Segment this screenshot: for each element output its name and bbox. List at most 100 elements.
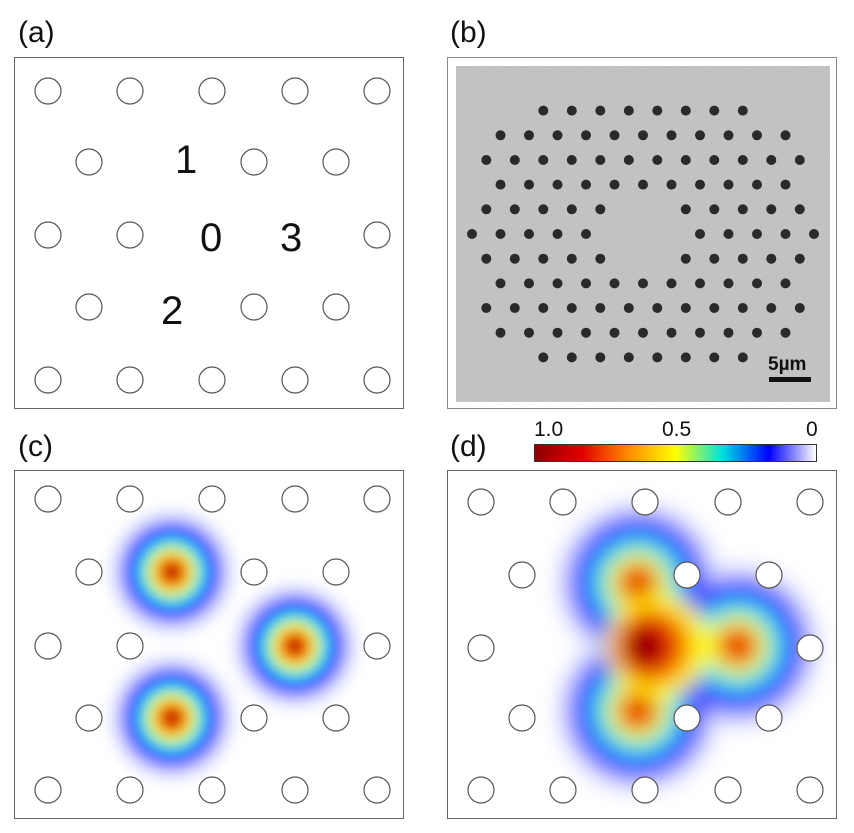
colorbar: [534, 444, 817, 462]
sem-hole: [709, 105, 720, 116]
sem-hole: [552, 130, 563, 141]
air-hole: [198, 485, 226, 513]
air-hole: [116, 366, 144, 394]
sem-hole: [794, 204, 805, 215]
sem-hole: [780, 278, 791, 289]
sem-hole: [623, 155, 634, 165]
colorbar-tick-max: 1.0: [534, 418, 564, 441]
air-hole: [631, 488, 659, 516]
air-hole: [796, 776, 824, 804]
air-hole: [240, 704, 268, 732]
sem-hole: [595, 155, 606, 165]
panel-a-lattice: 1 0 3 2: [34, 77, 391, 394]
sem-grain: [456, 66, 830, 402]
sem-hole: [709, 204, 720, 215]
sem-hole: [481, 253, 492, 264]
sem-hole: [680, 105, 691, 116]
sem-hole: [538, 105, 549, 116]
air-hole: [34, 632, 62, 660]
air-hole: [34, 485, 62, 513]
site-label-0: 0: [200, 216, 222, 260]
sem-hole: [695, 179, 705, 190]
sem-hole: [481, 155, 492, 165]
sem-hole: [481, 204, 492, 215]
sem-hole: [566, 352, 577, 363]
sem-hole: [752, 130, 762, 141]
colorbar-tick-mid: 0.5: [662, 418, 692, 441]
air-hole: [116, 776, 144, 804]
panel-d-frame: [447, 470, 837, 819]
sem-hole: [538, 303, 549, 313]
sem-hole: [609, 278, 620, 289]
sem-hole: [752, 179, 762, 190]
supermode-lobe: [622, 567, 654, 599]
sem-hole: [780, 179, 791, 190]
air-hole: [34, 77, 62, 105]
sem-hole: [495, 130, 506, 141]
sem-hole: [709, 352, 720, 363]
sem-hole: [737, 155, 748, 165]
sem-hole: [752, 229, 762, 239]
sem-hole: [481, 303, 492, 313]
sem-hole: [652, 303, 663, 313]
air-hole: [673, 561, 701, 589]
air-hole: [549, 488, 577, 516]
sem-hole: [566, 253, 577, 264]
air-hole: [75, 293, 103, 321]
site-label-3: 3: [280, 216, 302, 260]
sem-hole: [552, 327, 563, 338]
sem-hole: [524, 327, 534, 338]
sem-hole: [509, 155, 520, 165]
sem-hole: [737, 352, 748, 363]
sem-hole: [809, 229, 819, 239]
air-hole: [75, 148, 103, 176]
air-hole: [631, 776, 659, 804]
sem-hole: [723, 229, 734, 239]
sem-hole: [495, 179, 506, 190]
sem-hole: [609, 130, 620, 141]
supermode-lobe: [722, 630, 754, 662]
air-hole: [34, 221, 62, 249]
panel-c-field-map: [34, 485, 391, 804]
sem-hole: [766, 204, 777, 215]
sem-hole: [680, 253, 691, 264]
sem-image: 5µm: [456, 66, 830, 402]
sem-hole: [623, 352, 634, 363]
sem-hole: [623, 105, 634, 116]
sem-hole: [495, 229, 506, 239]
sem-hole: [666, 327, 677, 338]
sem-hole: [552, 179, 563, 190]
sem-hole: [723, 130, 734, 141]
sem-hole: [609, 327, 620, 338]
sem-hole: [524, 179, 534, 190]
sem-hole: [609, 179, 620, 190]
scale-bar-label: 5µm: [768, 354, 806, 375]
sem-hole: [595, 204, 606, 215]
sem-hole: [638, 130, 648, 141]
mode-site-2: [166, 712, 178, 724]
sem-hole: [709, 155, 720, 165]
sem-hole: [538, 253, 549, 264]
sem-hole: [752, 327, 762, 338]
sem-hole: [524, 229, 534, 239]
sem-hole: [695, 229, 705, 239]
supermode-peak: [626, 628, 662, 664]
panel-d-field-map: [467, 488, 824, 804]
air-hole: [363, 776, 391, 804]
sem-hole: [638, 278, 648, 289]
air-hole: [714, 776, 742, 804]
sem-hole: [595, 352, 606, 363]
sem-hole: [538, 352, 549, 363]
air-hole: [281, 77, 309, 105]
sem-hole: [723, 327, 734, 338]
mode-site-3: [289, 640, 301, 652]
air-hole: [240, 148, 268, 176]
sem-hole: [538, 155, 549, 165]
panel-label-c: (c): [18, 430, 53, 463]
air-hole: [363, 485, 391, 513]
sem-hole: [524, 130, 534, 141]
sem-hole: [666, 179, 677, 190]
sem-hole: [766, 155, 777, 165]
sem-hole: [509, 253, 520, 264]
air-hole: [34, 366, 62, 394]
